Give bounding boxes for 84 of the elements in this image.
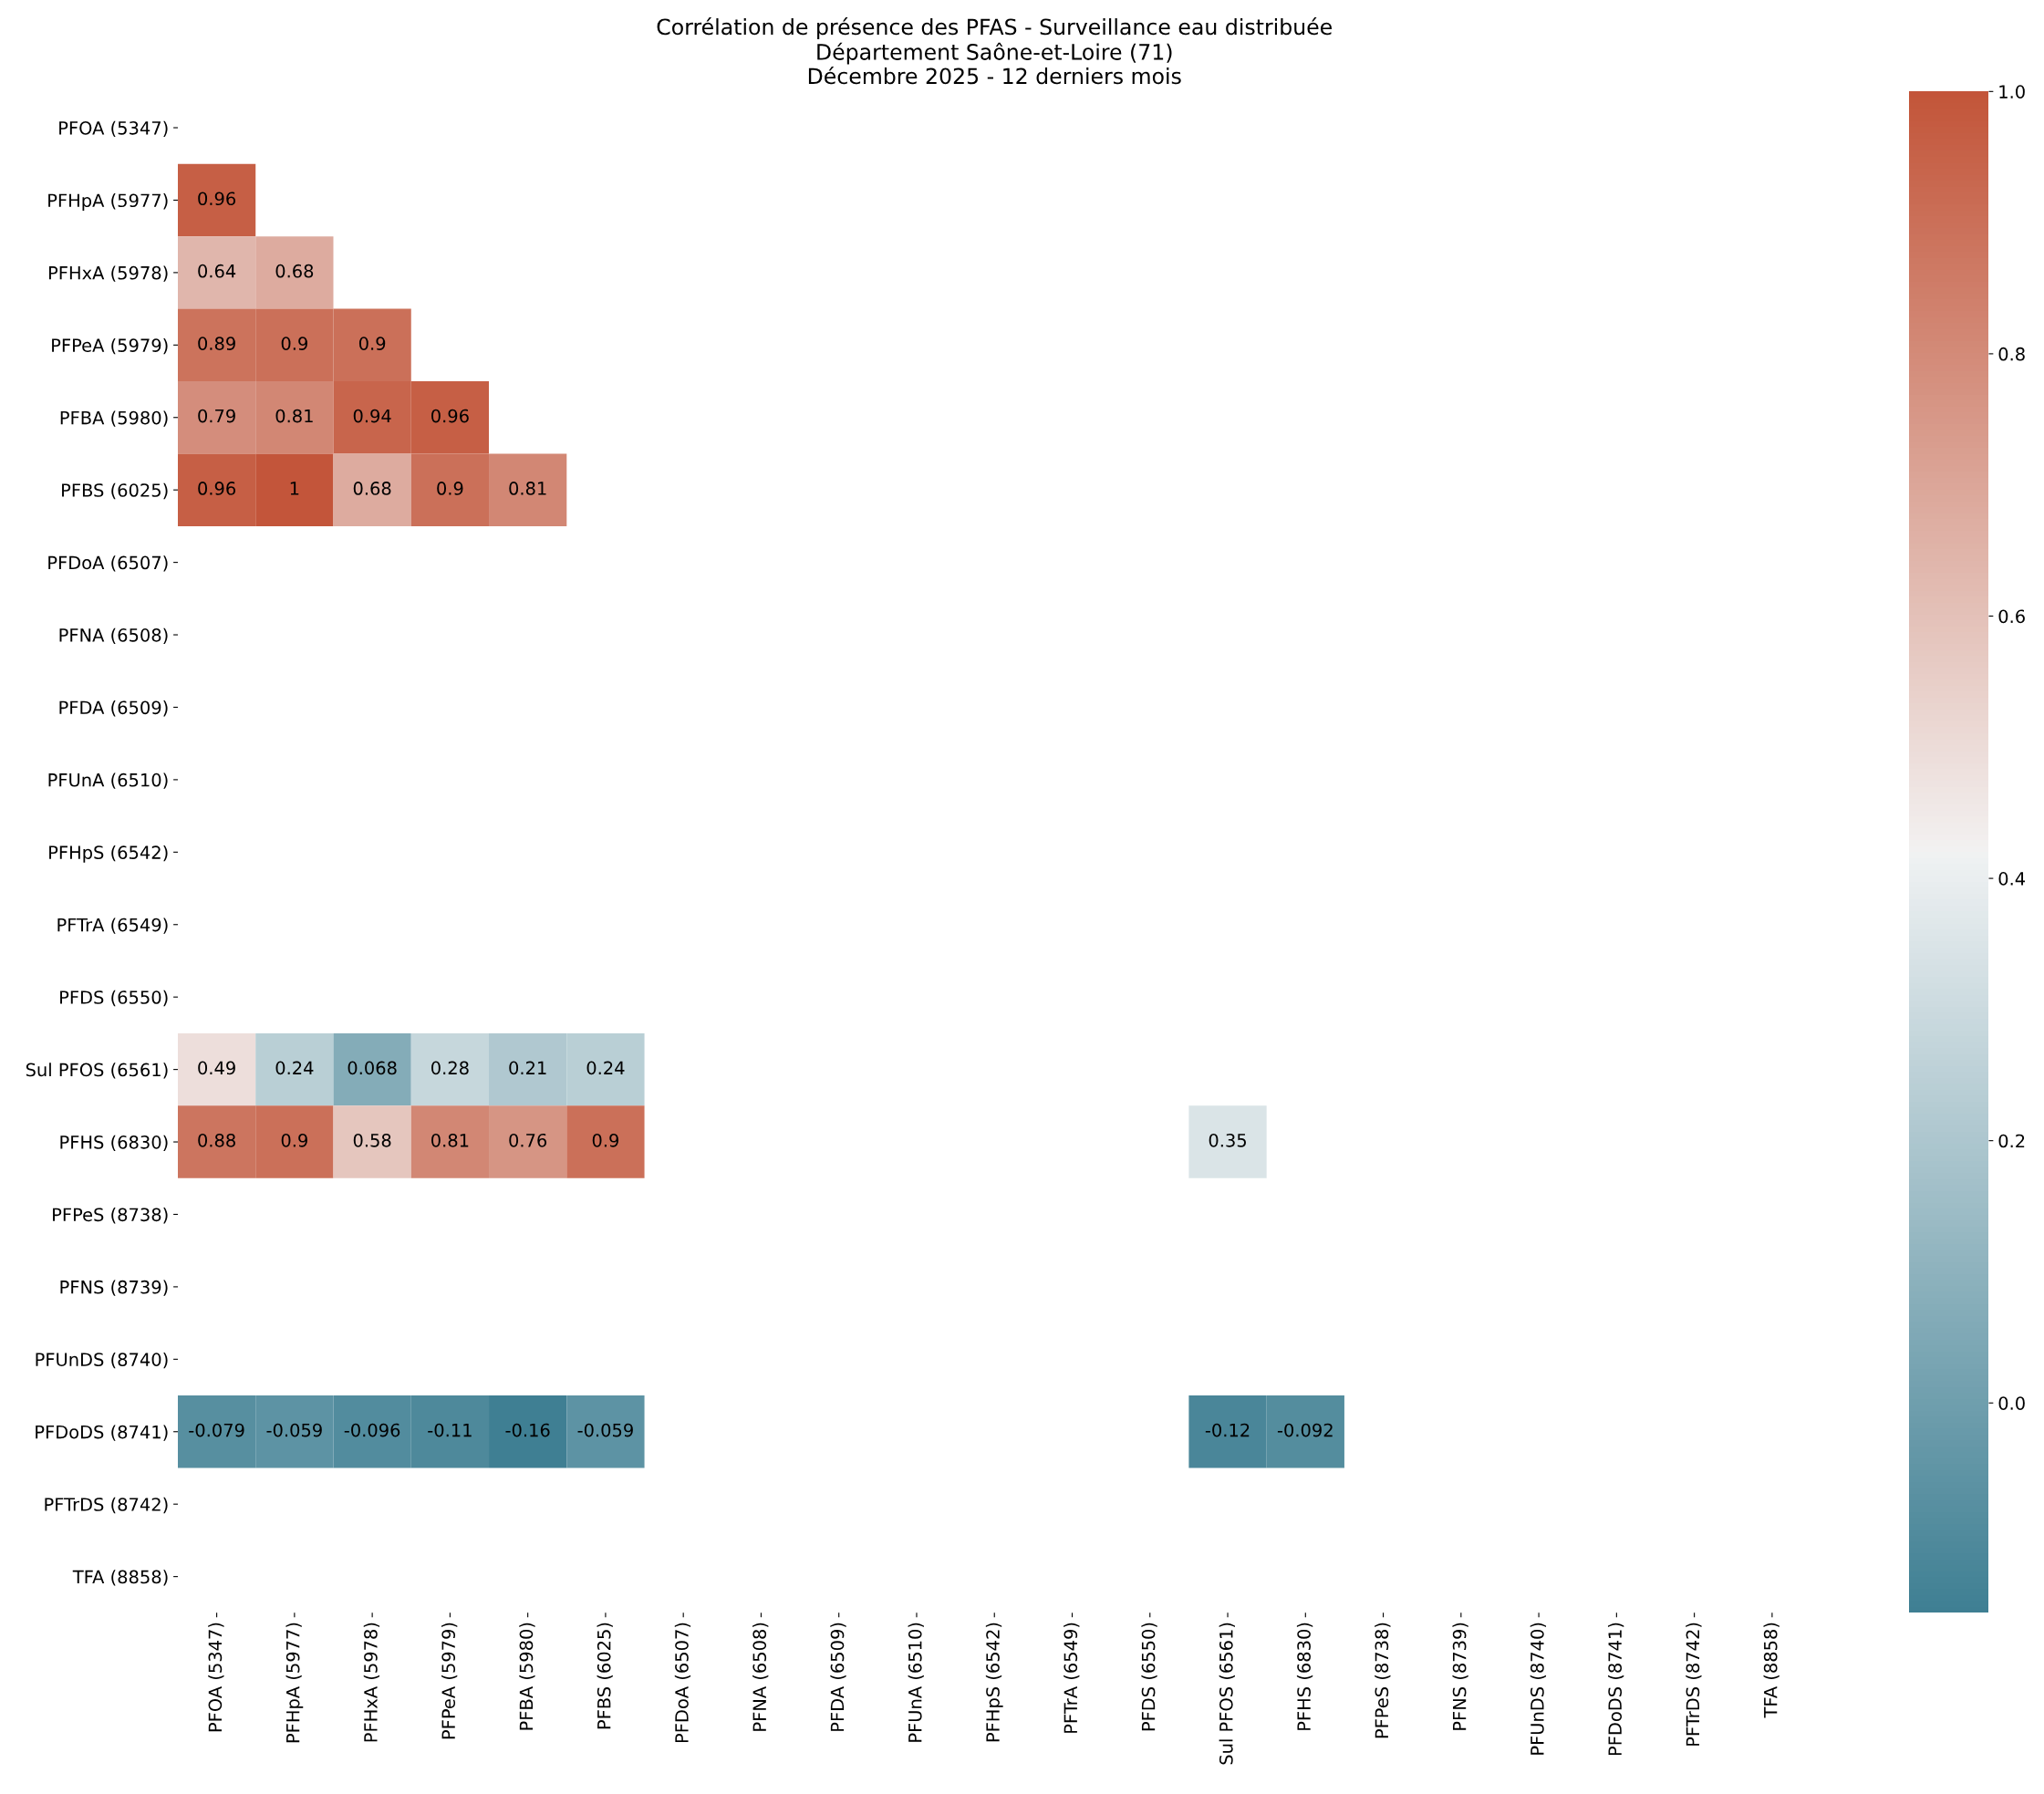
y-tick-label: PFTrDS (8742) <box>45 1497 168 1514</box>
y-tick-label: PFDoDS (8741) <box>36 1425 168 1441</box>
data-label: 0.9 <box>281 1133 307 1147</box>
data-label: 0.96 <box>198 192 236 206</box>
y-tick-label: PFHpS (6542) <box>49 845 168 863</box>
data-label: 0.35 <box>1209 1133 1246 1147</box>
color-bar-label: 0.2 <box>1998 1134 2025 1148</box>
data-label: -0.096 <box>344 1423 400 1437</box>
y-tick-label: TFA (8858) <box>72 1570 168 1586</box>
x-tick-label: PFHpS (6542) <box>985 1623 1003 1742</box>
y-tick-label: PFUnA (6510) <box>48 773 168 789</box>
data-label: 0.79 <box>198 409 235 423</box>
x-tick-label: PFBS (6025) <box>597 1623 613 1729</box>
y-tick-label: PFNA (6508) <box>59 627 168 644</box>
y-tick-label: PFPeS (8738) <box>53 1208 168 1224</box>
color-bar-label: 1.0 <box>1999 85 2025 99</box>
y-tick-label: PFUnDS (8740) <box>36 1352 168 1369</box>
data-label: -0.16 <box>505 1423 550 1437</box>
x-tick-label: PFDS (6550) <box>1141 1623 1157 1731</box>
y-tick-label: PFDS (6550) <box>60 990 168 1007</box>
data-label: 0.89 <box>198 337 235 350</box>
data-label: -0.12 <box>1205 1423 1250 1437</box>
y-tick-label: PFBA (5980) <box>60 410 168 427</box>
y-tick-label: PFOA (5347) <box>59 120 168 137</box>
x-tick-label: PFBA (5980) <box>519 1623 535 1730</box>
y-tick-label: PFDA (6509) <box>59 700 168 717</box>
x-tick-label: PFUnA (6510) <box>908 1623 924 1742</box>
data-label: 0.64 <box>198 264 236 278</box>
y-tick-label: PFTrA (6549) <box>57 918 168 934</box>
y-tick-label: PFBS (6025) <box>62 482 168 500</box>
data-label: 0.9 <box>281 337 307 350</box>
y-tick-label: PFPeA (5979) <box>52 337 168 355</box>
data-label: 0.76 <box>509 1133 547 1147</box>
data-label: 0.24 <box>586 1061 625 1075</box>
x-tick-label: PFNA (6508) <box>752 1623 769 1731</box>
data-label: -0.059 <box>577 1423 633 1437</box>
x-tick-label: PFDoA (6507) <box>674 1623 691 1743</box>
data-label: 0.81 <box>509 482 546 495</box>
color-bar-label: 0.0 <box>1998 1396 2025 1410</box>
x-tick-label: PFPeA (5979) <box>441 1623 458 1739</box>
data-label: 0.81 <box>431 1133 469 1147</box>
data-label: 0.96 <box>431 409 469 423</box>
y-tick-label: PFHS (6830) <box>60 1135 168 1151</box>
x-tick-label: Sul PFOS (6561) <box>1219 1623 1235 1765</box>
y-tick-label: Sul PFOS (6561) <box>26 1063 168 1079</box>
x-tick-label: PFNS (8739) <box>1452 1623 1468 1730</box>
color-bar-label: 0.6 <box>1998 609 2025 624</box>
chart-title: Corrélation de présence des PFAS - Surveillance eau distribuée Département Saône-et-Loire (71) Décembre 2025 - 12 derniers mois <box>657 17 1332 85</box>
color-bar-label: 0.4 <box>1998 872 2026 886</box>
data-label: 0.28 <box>431 1061 469 1075</box>
data-label: 0.88 <box>198 1133 235 1147</box>
x-tick-label: PFPeS (8738) <box>1375 1623 1391 1738</box>
x-tick-label: PFTrDS (8742) <box>1686 1623 1702 1746</box>
x-tick-label: PFUnDS (8740) <box>1530 1623 1547 1755</box>
data-label: -0.092 <box>1277 1423 1333 1437</box>
y-tick-label: PFHxA (5978) <box>48 265 168 282</box>
x-tick-label: PFHxA (5978) <box>363 1623 380 1742</box>
data-label: -0.059 <box>266 1423 322 1437</box>
x-tick-label: PFDA (6509) <box>830 1623 846 1731</box>
y-tick-label: PFNS (8739) <box>60 1280 168 1296</box>
data-label: 0.9 <box>358 337 386 350</box>
data-label: 0.81 <box>275 409 313 423</box>
data-label: 0.24 <box>275 1061 314 1075</box>
data-label: 0.68 <box>353 482 391 495</box>
x-tick-label: TFA (8858) <box>1763 1623 1779 1718</box>
data-label: -0.11 <box>428 1423 472 1437</box>
data-label: 0.96 <box>198 482 236 495</box>
data-label: 0.49 <box>198 1061 235 1075</box>
x-tick-label: PFHpA (5977) <box>285 1623 304 1743</box>
data-label: 0.068 <box>348 1061 397 1075</box>
color-bar-label: 0.8 <box>1998 347 2025 361</box>
data-label: 0.21 <box>509 1061 546 1075</box>
x-tick-label: PFTrA (6549) <box>1064 1623 1080 1733</box>
data-label: 0.58 <box>353 1133 391 1147</box>
data-label: 1 <box>290 482 299 495</box>
data-label: 0.94 <box>353 409 391 423</box>
data-label: 0.9 <box>592 1133 619 1147</box>
data-label: -0.079 <box>189 1423 244 1437</box>
y-tick-label: PFHpA (5977) <box>48 193 168 211</box>
x-tick-label: PFDoDS (8741) <box>1607 1623 1624 1756</box>
data-label: 0.68 <box>275 264 314 278</box>
data-label: 0.9 <box>437 482 463 495</box>
x-tick-label: PFHS (6830) <box>1296 1623 1313 1730</box>
y-tick-label: PFDoA (6507) <box>48 555 168 572</box>
